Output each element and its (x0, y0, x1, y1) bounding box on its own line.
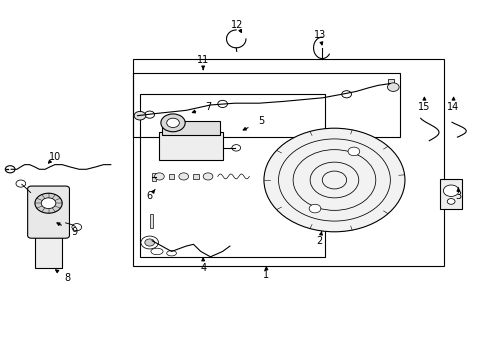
Bar (168, 174, 174, 179)
Circle shape (217, 100, 227, 108)
FancyBboxPatch shape (28, 186, 69, 238)
Text: 12: 12 (230, 19, 243, 30)
Bar (162, 121, 220, 135)
Text: 8: 8 (64, 273, 70, 283)
Circle shape (5, 166, 15, 173)
Text: 1: 1 (263, 270, 269, 280)
Circle shape (179, 173, 188, 180)
Circle shape (41, 198, 56, 208)
Circle shape (203, 173, 212, 180)
Circle shape (144, 239, 154, 246)
Circle shape (141, 236, 158, 249)
Text: 14: 14 (447, 102, 459, 112)
Bar (149, 214, 152, 228)
Bar (440, 179, 461, 209)
Circle shape (308, 204, 320, 213)
Text: 7: 7 (204, 102, 211, 112)
Text: 6: 6 (146, 191, 152, 201)
Text: 2: 2 (316, 236, 323, 246)
Circle shape (231, 145, 240, 151)
Bar (132, 59, 443, 266)
Circle shape (134, 111, 145, 120)
Circle shape (161, 114, 185, 132)
Circle shape (144, 111, 154, 118)
Circle shape (443, 185, 458, 197)
Circle shape (347, 147, 359, 156)
Bar (152, 173, 156, 181)
Bar (140, 94, 324, 257)
Text: 9: 9 (71, 227, 77, 237)
Circle shape (154, 173, 164, 180)
Ellipse shape (151, 248, 163, 255)
Bar (132, 73, 399, 137)
Circle shape (72, 224, 81, 231)
Bar (387, 79, 393, 88)
Ellipse shape (166, 251, 176, 256)
Circle shape (386, 83, 398, 91)
Bar (193, 174, 199, 179)
Circle shape (16, 180, 26, 187)
Circle shape (166, 118, 179, 127)
Text: 15: 15 (417, 102, 430, 112)
Circle shape (35, 193, 62, 213)
Text: 4: 4 (200, 262, 206, 273)
Circle shape (264, 128, 404, 232)
Text: 3: 3 (454, 191, 461, 201)
Circle shape (341, 91, 351, 98)
Bar (159, 132, 222, 160)
Text: 10: 10 (49, 152, 61, 162)
Text: 11: 11 (197, 55, 209, 65)
Bar (35, 237, 62, 267)
Text: 5: 5 (258, 116, 264, 126)
Circle shape (447, 199, 454, 204)
Text: 13: 13 (313, 30, 325, 40)
